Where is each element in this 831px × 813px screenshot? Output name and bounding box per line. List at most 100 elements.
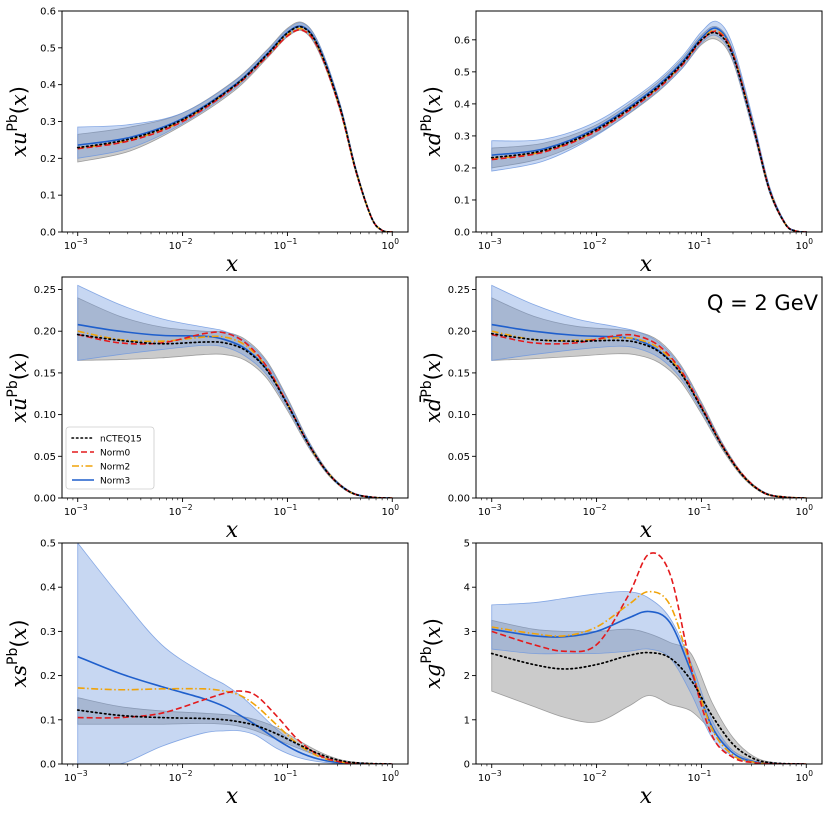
ytick-label: 2 [464, 671, 470, 682]
legend-frame [65, 426, 155, 490]
xtick-label: 100 [382, 237, 400, 252]
ytick-label: 0.6 [454, 35, 470, 46]
series-norm3 [77, 655, 393, 764]
x-axis-label: x [640, 784, 653, 809]
ytick-label: 4 [464, 583, 470, 594]
legend-label-norm3: Norm3 [100, 476, 130, 486]
ytick-label: 0.0 [454, 228, 470, 239]
y-axis-label: xūPb(x) [5, 352, 31, 423]
series-ncteq15 [490, 651, 808, 764]
series-norm2 [491, 590, 807, 764]
ytick-label: 0 [464, 760, 470, 771]
y-axis-label: xsPb(x) [5, 619, 31, 687]
legend: nCTEQ15 Norm0 Norm2 Norm3 [65, 426, 155, 490]
xtick-label: 100 [382, 503, 400, 518]
series-ncteq15 [490, 31, 808, 232]
ytick-label: 5 [464, 539, 470, 550]
ytick-label: 0.2 [40, 154, 56, 165]
xtick-label: 10−2 [169, 769, 193, 784]
xtick-label: 10−1 [274, 237, 298, 252]
ytick-label: 0.2 [40, 671, 56, 682]
ytick-label: 0.15 [448, 368, 470, 379]
axes-frame [61, 276, 409, 499]
band-norm3 [77, 543, 393, 764]
plot-area [490, 284, 808, 498]
x-axis-label: x [226, 252, 239, 277]
axes-frame [475, 542, 823, 765]
series-norm0 [77, 690, 393, 764]
band-ncteq15 [491, 26, 807, 232]
ytick-label: 0.3 [40, 117, 56, 128]
ytick-label: 0.20 [34, 327, 56, 338]
ytick-label: 0.5 [454, 67, 470, 78]
band-norm3 [491, 20, 807, 232]
xtick-label: 10−3 [64, 237, 88, 252]
ytick-label: 0.5 [40, 539, 56, 550]
panel-u: 0.0 0.1 0.2 0.3 0.4 0.5 0.6 10−3 10−2 10−1 100 x xuP… [5, 7, 409, 277]
ytick-label: 0.15 [34, 368, 56, 379]
x-axis-label: x [226, 518, 239, 543]
ytick-label: 0.1 [40, 191, 56, 202]
panel-g: 0 1 2 3 4 5 10−3 10−2 10−1 100 x xgPb(x) [419, 539, 823, 809]
xtick-label: 10−2 [583, 769, 607, 784]
panel-s: 0.0 0.1 0.2 0.3 0.4 0.5 10−3 10−2 10−1 100 x xsPb(x… [5, 539, 409, 809]
panel-dbar: 0.00 0.05 0.10 0.15 0.20 0.25 10−3 10−2 10−1 100 x… [419, 276, 823, 543]
xtick-label: 10−1 [688, 237, 712, 252]
ytick-label: 0.4 [40, 583, 56, 594]
ytick-label: 0.25 [34, 285, 56, 296]
xtick-label: 100 [796, 769, 814, 784]
ytick-label: 0.00 [34, 494, 56, 505]
xtick-label: 10−2 [583, 237, 607, 252]
ytick-label: 0.4 [454, 99, 470, 110]
xtick-label: 10−1 [688, 769, 712, 784]
ytick-label: 0.00 [448, 494, 470, 505]
ytick-label: 0.1 [454, 195, 470, 206]
ytick-label: 0.3 [454, 131, 470, 142]
series-ncteq15 [76, 333, 394, 498]
series-ncteq15 [76, 25, 394, 232]
xtick-label: 100 [796, 237, 814, 252]
ytick-label: 0.0 [40, 760, 56, 771]
plot-area [76, 284, 394, 498]
scale-annotation: Q = 2 GeV [707, 291, 819, 315]
ytick-label: 0.25 [448, 285, 470, 296]
panel-ubar: 0.00 0.05 0.10 0.15 0.20 0.25 10−3 10−2 10−1 100 x… [5, 276, 409, 543]
axes-frame [61, 10, 409, 233]
band-ncteq15 [77, 21, 393, 232]
xtick-label: 10−3 [64, 769, 88, 784]
ytick-label: 1 [464, 715, 470, 726]
ytick-label: 3 [464, 627, 470, 638]
ytick-label: 0.5 [40, 43, 56, 54]
axes-frame [61, 542, 409, 765]
xtick-label: 10−3 [478, 237, 502, 252]
xtick-label: 10−1 [274, 769, 298, 784]
plot-area [490, 552, 808, 764]
xtick-label: 100 [382, 769, 400, 784]
series-norm0 [491, 552, 807, 764]
ytick-label: 0.05 [34, 452, 56, 463]
ytick-label: 0.4 [40, 80, 56, 91]
xtick-label: 10−2 [583, 503, 607, 518]
ytick-label: 0.05 [448, 452, 470, 463]
series-norm0 [491, 30, 807, 232]
x-axis-label: x [226, 784, 239, 809]
ytick-label: 0.20 [448, 327, 470, 338]
ytick-label: 0.0 [40, 228, 56, 239]
ytick-label: 0.10 [34, 410, 56, 421]
xtick-label: 10−3 [478, 769, 502, 784]
ytick-label: 0.1 [40, 715, 56, 726]
series-ncteq15 [76, 709, 394, 764]
ytick-label: 0.10 [448, 410, 470, 421]
ytick-label: 0.6 [40, 7, 56, 18]
xtick-label: 10−1 [274, 503, 298, 518]
legend-label-norm2: Norm2 [100, 462, 130, 472]
band-norm3 [77, 22, 393, 232]
y-axis-label: xgPb(x) [419, 618, 445, 689]
x-axis-label: x [640, 518, 653, 543]
xtick-label: 100 [796, 503, 814, 518]
series-norm2 [491, 29, 807, 232]
xtick-label: 10−3 [478, 503, 502, 518]
band-norm3 [491, 284, 807, 498]
ytick-label: 0.3 [40, 627, 56, 638]
